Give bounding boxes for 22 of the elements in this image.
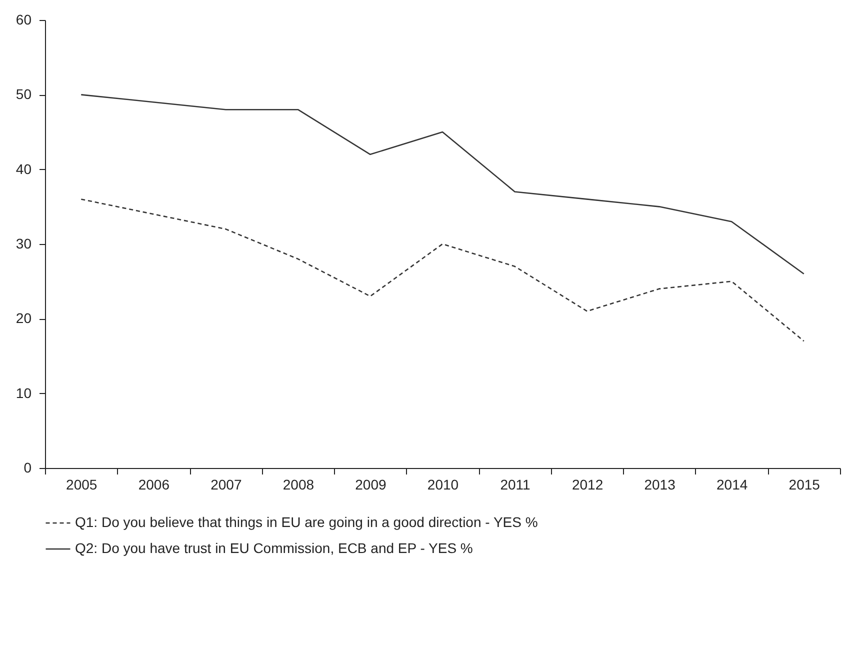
x-tick-label: 2006: [138, 476, 170, 492]
x-tick-label: 2008: [282, 476, 314, 492]
x-tick-label: 2009: [355, 476, 387, 492]
x-tick-label: 2013: [644, 476, 676, 492]
line-series: [80, 198, 805, 342]
y-tick-label: 40: [16, 160, 32, 177]
x-tick-label: 2015: [788, 476, 820, 492]
legend-label: Q2: Do you have trust in EU Commission, ECB and EP - YES %: [75, 540, 473, 556]
x-tick-label: 2011: [500, 476, 531, 492]
y-tick-label: 60: [16, 12, 32, 28]
legend-label: Q1: Do you believe that things in EU are going in a good direction - YES %: [75, 514, 538, 530]
x-tick-label: 2007: [210, 476, 242, 492]
y-tick-label: 0: [24, 460, 32, 476]
x-tick-label: 2005: [66, 476, 98, 492]
x-tick-label: 2012: [572, 476, 604, 492]
y-tick-label: 30: [16, 236, 32, 252]
y-tick-label: 50: [16, 86, 32, 102]
y-tick-label: 20: [16, 310, 32, 326]
y-tick-label: 10: [16, 384, 32, 401]
x-tick-label: 2010: [427, 476, 459, 492]
x-tick-label: 2014: [716, 476, 748, 492]
line-series: [80, 94, 805, 275]
